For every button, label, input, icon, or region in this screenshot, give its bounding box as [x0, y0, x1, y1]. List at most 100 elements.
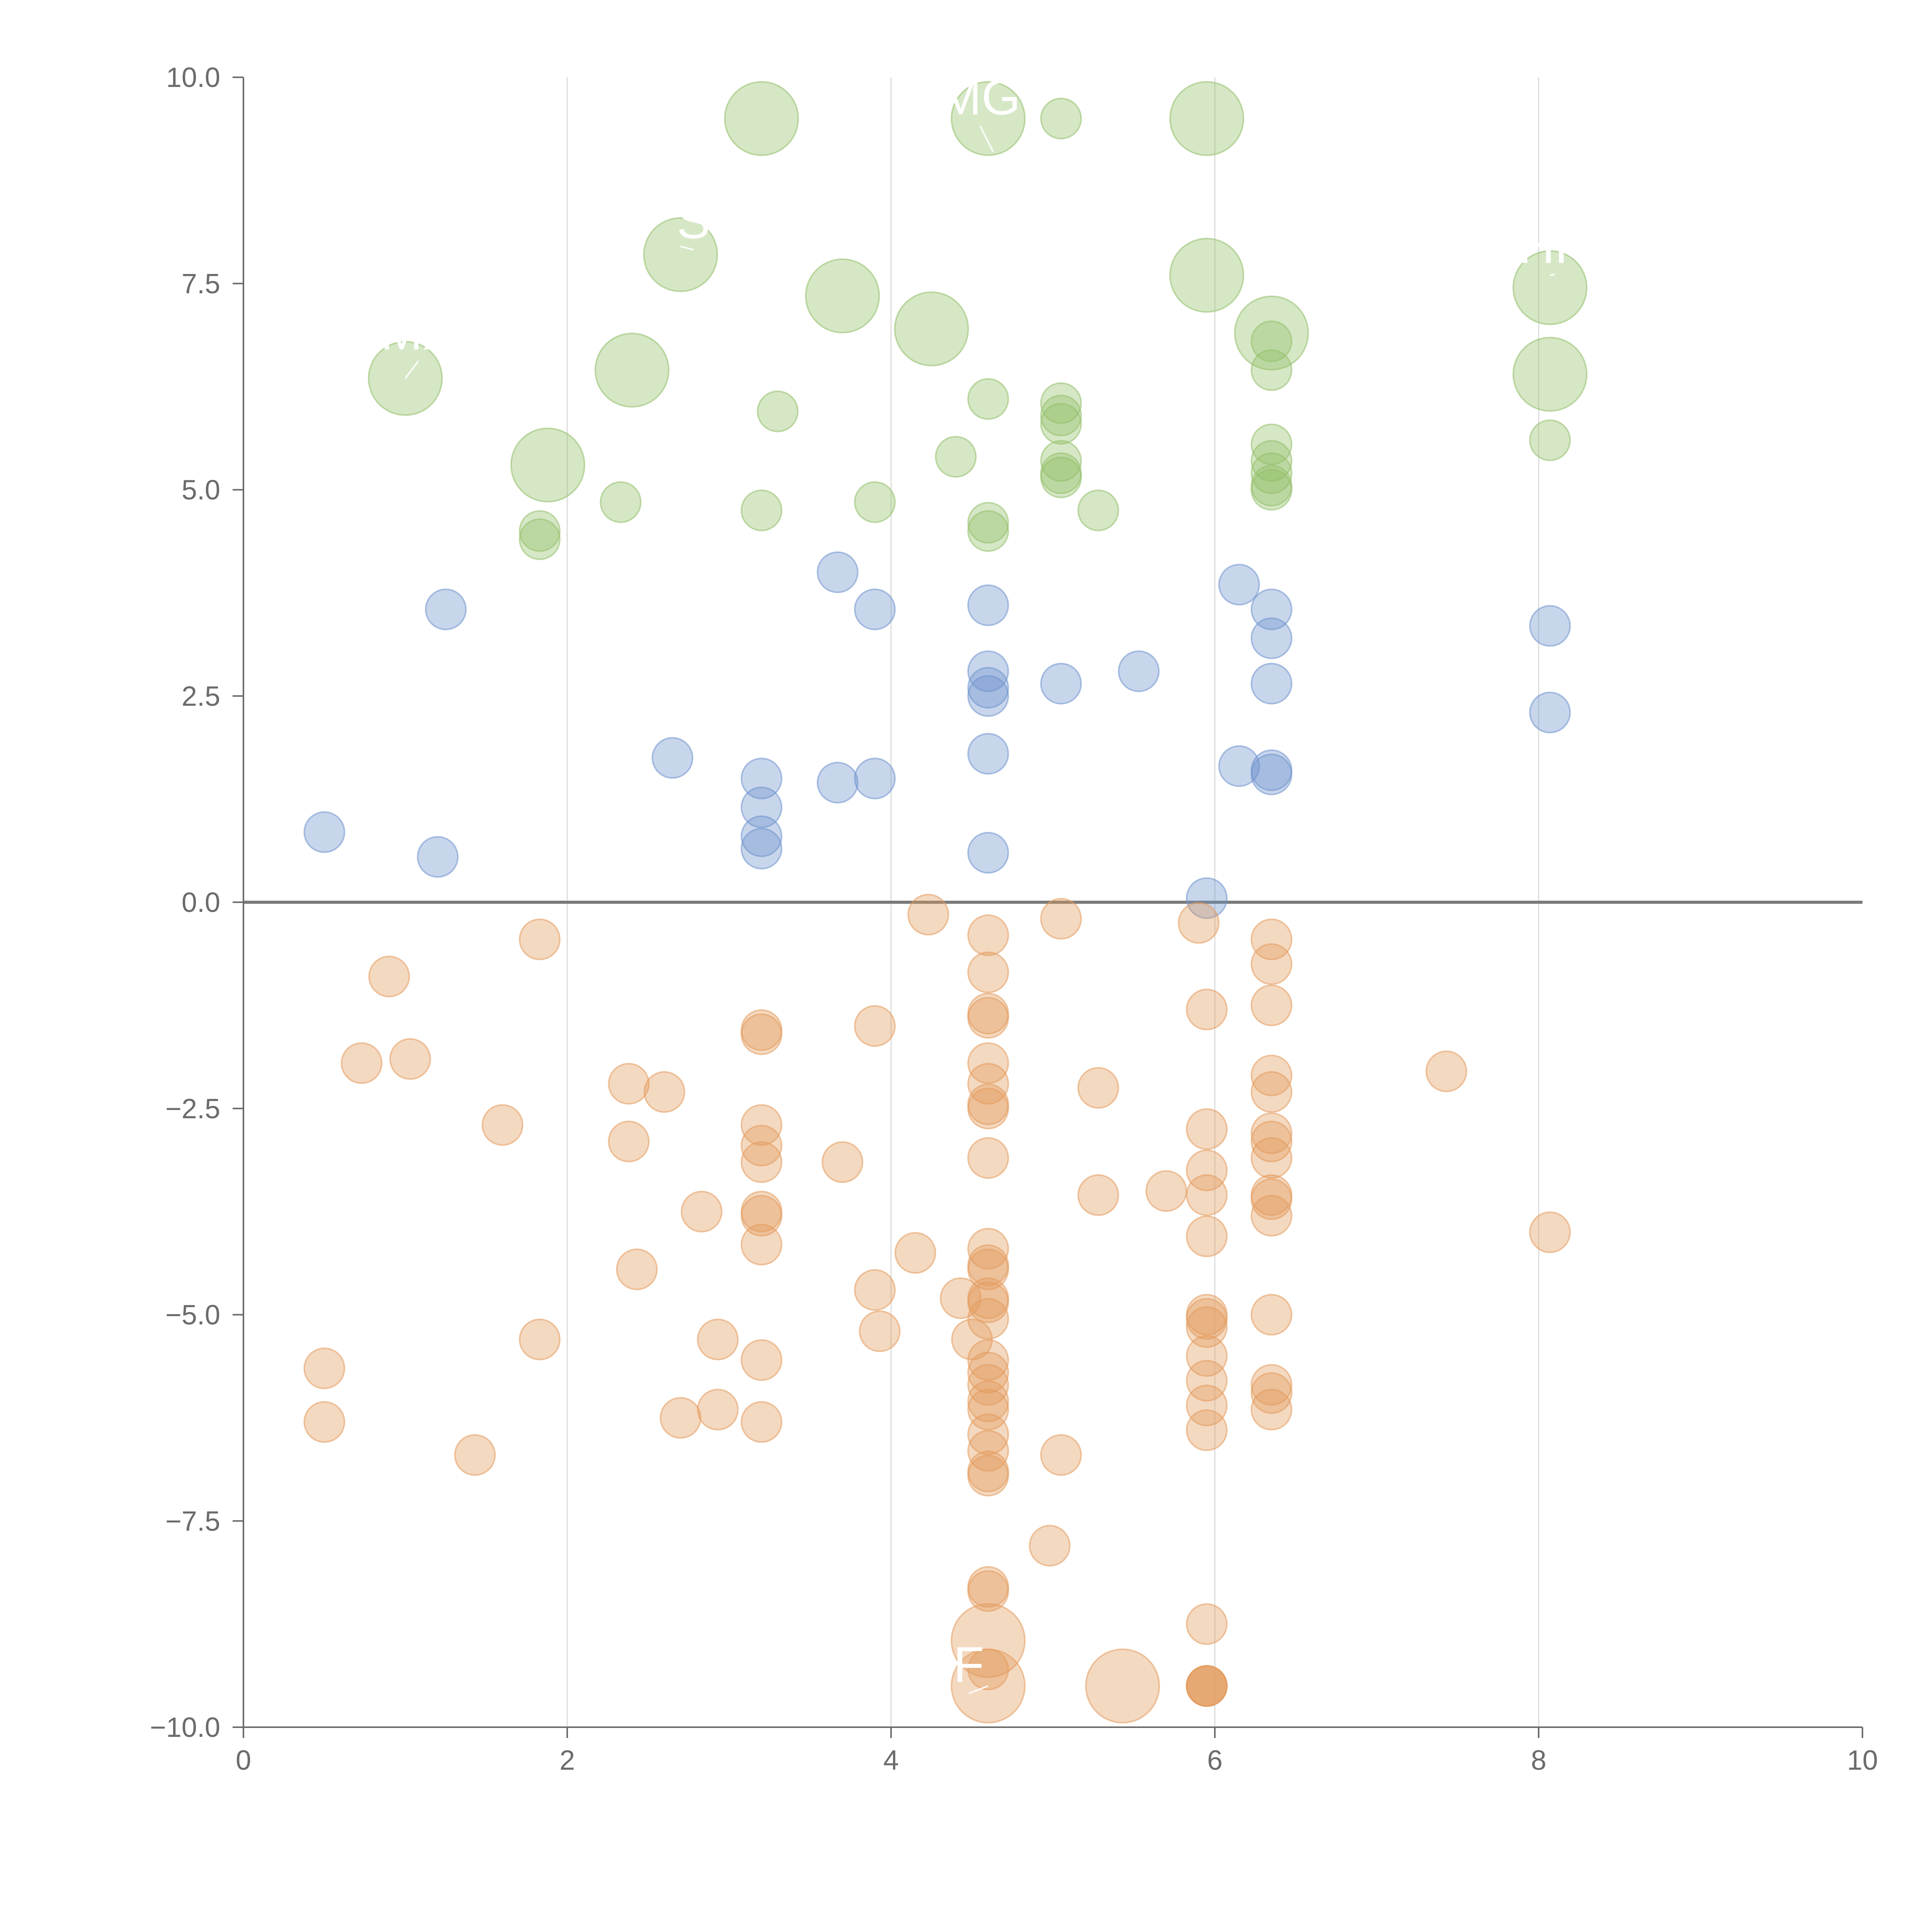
annotation-label: HR — [1519, 217, 1591, 274]
green-bubble — [1512, 337, 1588, 412]
y-tick-label: 7.5 — [182, 269, 220, 299]
orange-bubble — [967, 1570, 1009, 1612]
orange-bubble — [519, 1318, 561, 1361]
green-bubble — [1169, 81, 1245, 156]
x-tick-label: 2 — [560, 1745, 575, 1776]
green-bubble — [1250, 423, 1293, 466]
blue-bubble — [651, 737, 694, 779]
green-bubble — [967, 502, 1009, 544]
blue-bubble — [967, 650, 1009, 692]
green-bubble — [1250, 469, 1293, 511]
blue-bubble — [740, 786, 782, 828]
orange-bubble — [303, 1401, 345, 1443]
orange-bubble — [854, 1005, 896, 1047]
blue-bubble — [417, 836, 459, 878]
orange-bubble — [1077, 1174, 1119, 1216]
orange-bubble — [1186, 1174, 1228, 1216]
blue-bubble — [967, 667, 1009, 709]
blue-bubble — [1250, 617, 1293, 659]
orange-bubble — [680, 1190, 723, 1233]
orange-bubble — [1250, 1137, 1293, 1179]
x-tick-label: 4 — [883, 1745, 899, 1776]
green-bubble — [967, 378, 1009, 420]
green-bubble — [519, 518, 561, 560]
orange-bubble — [967, 1454, 1009, 1497]
green-bubble — [894, 291, 969, 367]
orange-bubble — [894, 1232, 936, 1274]
orange-bubble — [967, 1351, 1009, 1393]
orange-bubble — [1040, 898, 1082, 940]
orange-bubble — [740, 1339, 782, 1381]
green-bubble — [1040, 97, 1082, 139]
orange-bubble — [967, 997, 1009, 1039]
green-bubble — [757, 390, 799, 432]
green-bubble — [854, 481, 896, 523]
orange-bubble — [967, 951, 1009, 993]
blue-bubble — [854, 588, 896, 631]
y-tick-label: 5.0 — [182, 475, 220, 506]
green-bubble — [1040, 403, 1082, 445]
blue-bubble — [1250, 663, 1293, 705]
green-bubble — [1040, 395, 1082, 437]
blue-bubble — [1529, 691, 1571, 733]
orange-bubble — [1029, 1525, 1071, 1567]
green-bubble — [1077, 489, 1119, 531]
green-bubble — [519, 510, 561, 552]
orange-bubble — [967, 914, 1009, 956]
orange-bubble — [1250, 1372, 1293, 1414]
y-tick-label: 2.5 — [182, 681, 220, 712]
orange-bubble — [967, 1413, 1009, 1456]
orange-bubble — [967, 1298, 1009, 1340]
orange-bubble — [854, 1269, 896, 1311]
orange-bubble — [697, 1318, 739, 1361]
orange-bubble — [1250, 1389, 1293, 1431]
y-tick-label: −7.5 — [165, 1506, 220, 1537]
orange-bubble — [821, 1141, 864, 1183]
y-tick-label: −5.0 — [165, 1300, 220, 1331]
orange-bubble — [740, 1224, 782, 1266]
orange-bubble — [454, 1434, 496, 1476]
orange-bubble — [616, 1248, 658, 1291]
orange-bubble — [967, 1248, 1009, 1291]
green-bubble — [1529, 419, 1571, 461]
blue-bubble — [1529, 605, 1571, 647]
green-bubble — [935, 436, 977, 478]
annotation-label: S — [677, 192, 710, 249]
orange-bubble — [859, 1310, 901, 1352]
orange-bubble — [1085, 1648, 1160, 1724]
blue-bubble — [967, 675, 1009, 717]
annotation-label: MG — [940, 69, 1020, 125]
orange-bubble — [1250, 1054, 1293, 1097]
orange-bubble — [340, 1042, 383, 1084]
blue-bubble — [425, 588, 467, 631]
blue-bubble — [1118, 650, 1160, 692]
orange-bubble — [1250, 1364, 1293, 1406]
annotation-leader — [680, 245, 694, 251]
annotation-leader — [968, 1685, 989, 1694]
bubble-marks — [303, 81, 1588, 1724]
orange-bubble — [1186, 1306, 1228, 1348]
green-bubble — [951, 81, 1026, 156]
green-bubble — [510, 427, 585, 503]
blue-bubble — [854, 757, 896, 799]
orange-bubble — [608, 1063, 650, 1105]
green-bubble — [805, 258, 880, 333]
green-bubble — [1250, 440, 1293, 482]
green-bubble — [1250, 349, 1293, 391]
orange-bubble — [1250, 918, 1293, 961]
orange-bubble — [1250, 1112, 1293, 1154]
annotation-leader — [1550, 274, 1555, 276]
y-tick-label: −10.0 — [150, 1712, 220, 1743]
orange-bubble — [967, 1281, 1009, 1323]
annotation-leader — [979, 126, 994, 152]
orange-bubble — [1250, 1178, 1293, 1220]
orange-bubble — [1186, 1108, 1228, 1150]
green-bubble — [643, 217, 718, 293]
green-bubble — [1169, 238, 1245, 313]
orange-bubble — [1145, 1170, 1187, 1212]
green-bubble — [594, 332, 670, 408]
orange-bubble — [740, 1009, 782, 1051]
blue-bubble — [1250, 753, 1293, 796]
x-tick-label: 0 — [236, 1745, 251, 1776]
